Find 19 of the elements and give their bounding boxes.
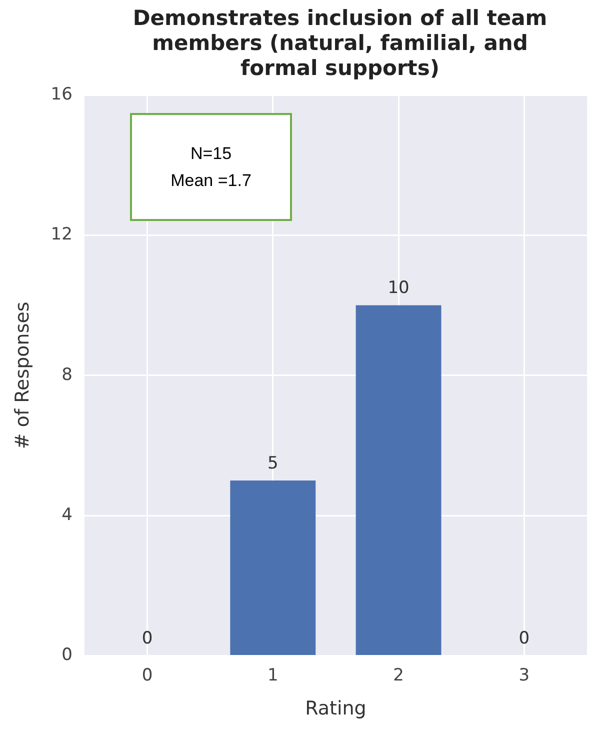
chart-title: Demonstrates inclusion of all team members (natural, familial, and formal supports) [132,6,548,81]
note-box: N=15 Mean =1.7 [130,113,292,221]
data-label: 10 [388,278,410,298]
x-tick-label: 3 [518,665,530,686]
x-tick-label: 0 [142,665,153,686]
y-tick-label: 8 [62,364,72,385]
x-axis-title: Rating [305,698,366,720]
annotation: N=15 [190,143,232,165]
y-tick-label: 0 [62,645,72,666]
data-label: 0 [518,628,530,649]
data-label: 5 [267,453,278,474]
x-tick-label: 1 [267,665,278,686]
y-tick-label: 12 [50,224,72,245]
y-tick-label: 16 [50,84,72,104]
annotation: Mean =1.7 [170,170,252,192]
y-axis-title: # of Responses [11,302,34,450]
data-label: 0 [142,628,153,649]
y-tick-label: 4 [62,505,72,526]
x-tick-label: 2 [393,665,404,686]
